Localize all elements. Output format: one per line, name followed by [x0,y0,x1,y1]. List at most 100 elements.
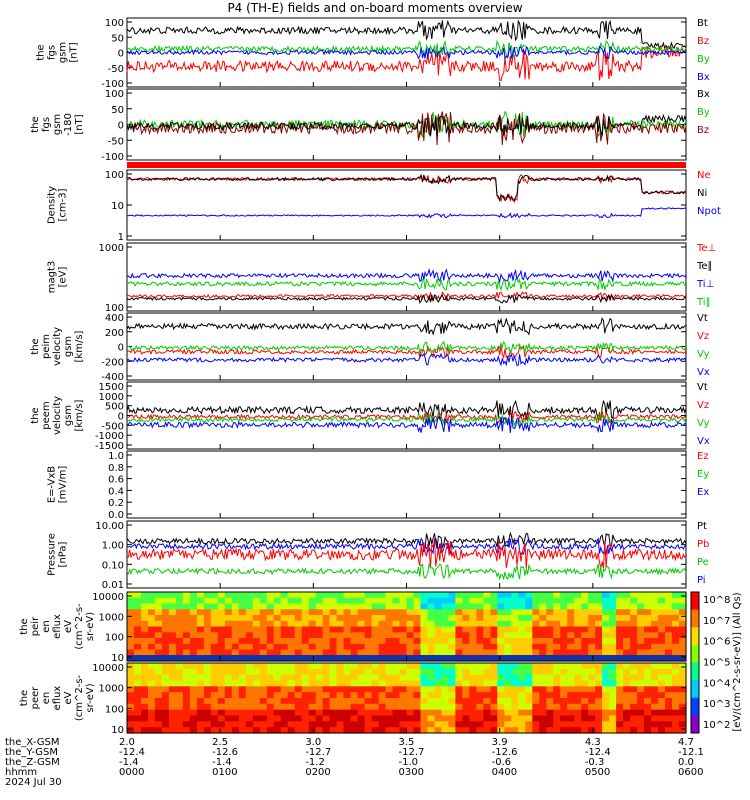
panel-frame-3 [126,242,687,312]
legend-Bt: Bt [697,18,708,29]
legend-Ne: Ne [697,170,711,181]
legend-Ez: Ez [697,451,709,462]
legend-Pb: Pb [697,539,709,550]
ytick-label: 1000 [99,392,124,403]
panel-ylabel: [cm-3] [58,188,69,221]
legend-Te⊥: Te⊥ [696,243,716,254]
separator-bar [127,162,686,168]
ytick-label: 0.0 [108,510,124,521]
legend-Vy: Vy [697,349,710,360]
plot-title: P4 (TH-E) fields and on-board moments ov… [227,1,523,15]
panel-ylabel: eflux [52,686,63,711]
colorbar-tick: 10^4 [703,678,730,689]
panel-ylabel: the [36,44,47,60]
ytick-label: 1.00 [102,541,124,552]
ytick-label: 100 [105,704,124,715]
legend-Bz: Bz [697,125,709,136]
legend-Vt: Vt [697,313,708,324]
colorbar-segment [691,627,699,646]
panel-ylabel: eV [63,620,74,633]
ytick-label: 0 [118,412,124,423]
trace-Vz-e [126,410,687,425]
panel-ylabel: the [30,116,41,132]
footer-row-name: hhmm [5,767,37,778]
trace-Ni [126,174,687,203]
ytick-label: 0 [118,121,124,132]
panel-ylabel: gsm [58,42,69,63]
footer-value: 0.0 [678,757,694,768]
footer-value: -12.6 [492,747,518,758]
panel-ylabel: sr-eV) [85,683,96,712]
panel-ylabel: Pressure [47,533,58,576]
legend-Bz: Bz [697,36,709,47]
panel-ylabel: magt3 [47,261,58,294]
colorbar-frame [690,591,700,734]
footer-value: 2.0 [119,737,135,748]
footer-value: 4.7 [678,737,694,748]
panel-ylabel: velocity [52,327,63,366]
panel-ylabel: [nT] [74,114,85,134]
footer-value: -1.4 [212,757,232,768]
ytick-label: -50 [108,136,124,147]
legend-Ti⊥: Ti⊥ [696,279,714,290]
trace-Vy-e [126,413,687,427]
panel-ylabel: velocity [52,396,63,435]
footer-value: 3.9 [492,737,508,748]
colorbar-segment [691,592,699,611]
ytick-label: 50 [111,105,124,116]
ytick-label: 0 [118,343,124,354]
ytick-label: 1 [118,232,124,243]
footer-date: 2024 Jul 30 [5,777,62,788]
footer-value: 0000 [119,767,144,778]
trace-Pi [126,536,687,556]
legend-Vz: Vz [697,400,709,411]
footer-row-name: the_Y-GSM [5,747,58,758]
footer-value: 4.3 [585,737,601,748]
trace-Vt-i [126,317,687,336]
panel-ylabel: the [19,618,30,634]
ytick-label: 200 [105,328,124,339]
ytick-label: -100 [101,152,124,163]
colorbar-tick: 10^7 [703,616,730,627]
trace-Vy-i [126,340,687,355]
ytick-label: 50 [111,33,124,44]
legend-By: By [697,54,710,65]
footer-value: -1.4 [119,757,139,768]
panel-ylabel: the [30,338,41,354]
colorbar-label: [eV/(cm^2-s-sr-eV)] (All Qs) [732,592,743,731]
ytick-label: 1000 [99,243,124,254]
spectrogram-9 [127,663,687,734]
ytick-label: -100 [101,79,124,90]
trace-Ti-perp [126,267,687,284]
footer-value: 0300 [399,767,424,778]
colorbar-segment [691,715,699,734]
ytick-label: 100 [105,633,124,644]
panel-ylabel: eflux [52,614,63,639]
ytick-label: -400 [101,372,124,383]
panel-ylabel: E=-VxB [47,466,58,503]
panel-ylabel: [km/s] [74,399,85,431]
trace-Vx-e [126,415,687,434]
trace-Te-par [126,293,687,304]
ytick-label: 10000 [92,663,124,674]
trace-Vx-i [126,352,687,367]
legend-Vx: Vx [697,436,710,447]
trace-Vz-i [127,344,687,360]
trace-By [126,39,687,59]
panel-ylabel: [mV/m] [58,466,69,504]
ytick-label: -200 [101,357,124,368]
panel-ylabel: gsm [63,405,74,426]
panel-ylabel: (cm^2-s- [74,674,85,721]
ytick-label: 100 [105,170,124,181]
colorbar-segment [691,662,699,681]
footer-value: -1.0 [399,757,419,768]
colorbar-tick: 10^5 [703,658,730,669]
ytick-label: -50 [108,64,124,75]
legend-Ti∥: Ti∥ [696,297,711,308]
ytick-label: 10000 [92,592,124,603]
footer-value: -12.6 [212,747,238,758]
panel-ylabel: [nT] [69,42,80,62]
panel-ylabel: peem [41,401,52,429]
panel-ylabel: peer [30,686,41,710]
